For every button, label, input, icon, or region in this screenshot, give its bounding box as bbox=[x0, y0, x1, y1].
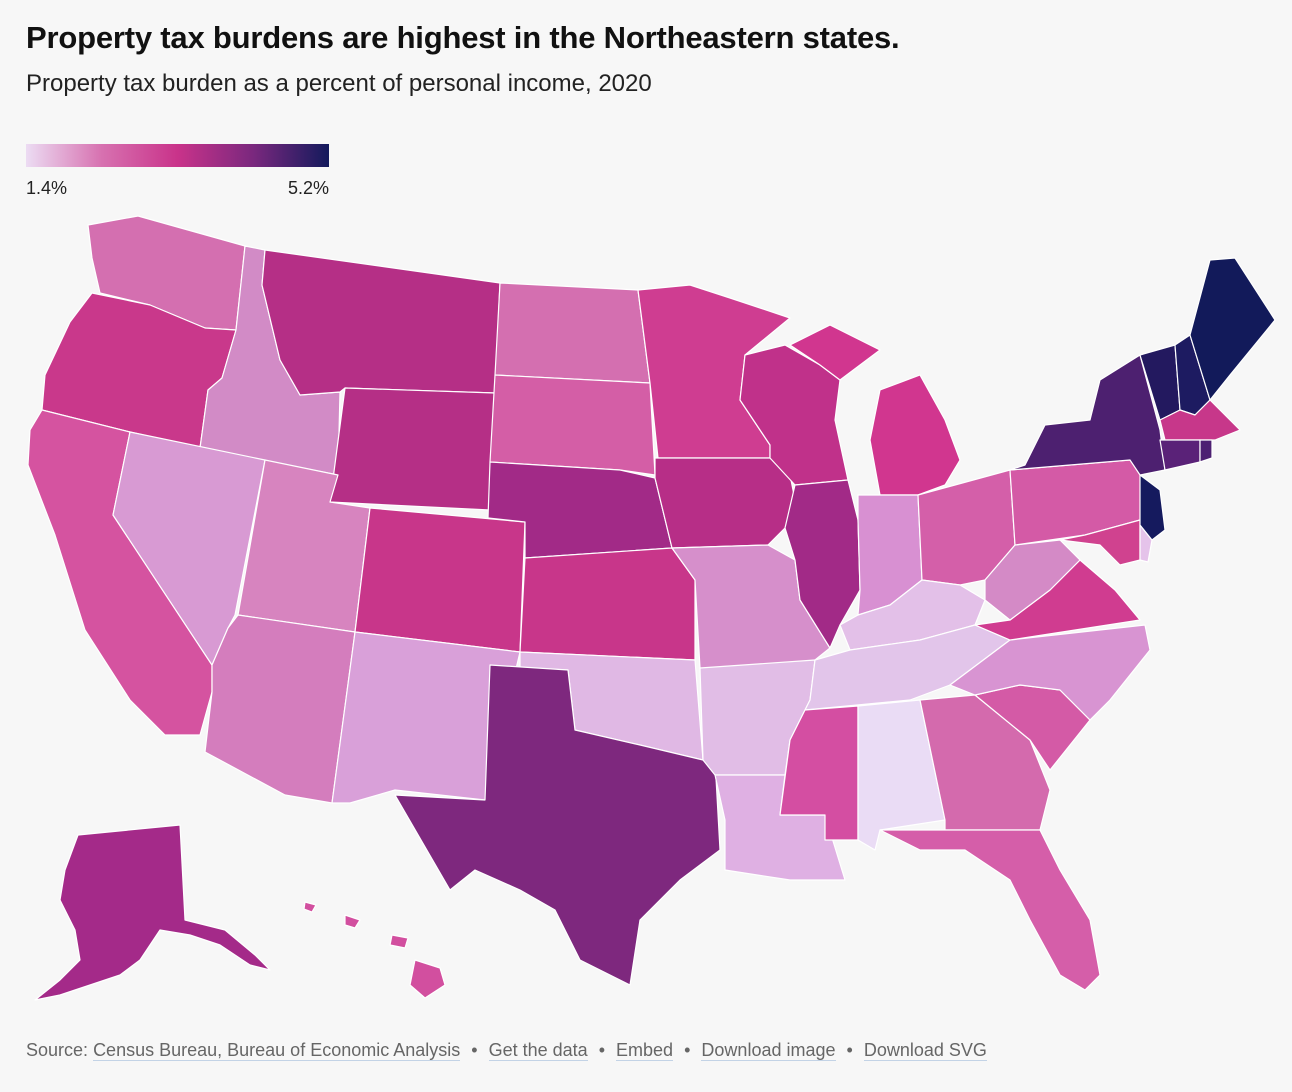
legend-gradient-bar bbox=[26, 144, 329, 167]
chart-title: Property tax burdens are highest in the … bbox=[26, 20, 900, 55]
separator: • bbox=[846, 1040, 853, 1060]
embed-link[interactable]: Embed bbox=[616, 1040, 674, 1061]
download-image-link[interactable]: Download image bbox=[701, 1040, 836, 1061]
legend-max-label: 5.2% bbox=[287, 178, 329, 198]
state-missouri[interactable] bbox=[671, 544, 831, 673]
state-montana[interactable] bbox=[261, 249, 501, 396]
state-new-york[interactable] bbox=[1009, 354, 1166, 476]
state-colorado[interactable] bbox=[354, 507, 526, 653]
separator: • bbox=[684, 1040, 691, 1060]
state-hawaii-big-island[interactable] bbox=[409, 959, 446, 999]
state-arizona[interactable] bbox=[204, 614, 356, 804]
state-michigan-upper[interactable] bbox=[789, 324, 881, 381]
source-link[interactable]: Census Bureau, Bureau of Economic Analys… bbox=[93, 1040, 461, 1061]
state-illinois[interactable] bbox=[784, 479, 861, 649]
state-wyoming[interactable] bbox=[329, 387, 496, 511]
separator: • bbox=[598, 1040, 606, 1060]
state-north-carolina[interactable] bbox=[949, 624, 1151, 721]
get-data-link[interactable]: Get the data bbox=[488, 1040, 588, 1061]
source-footer: Source: Census Bureau, Bureau of Economi… bbox=[26, 1040, 987, 1061]
source-prefix: Source: bbox=[26, 1040, 89, 1060]
state-kansas[interactable] bbox=[519, 547, 696, 661]
color-legend: 1.4% 5.2% bbox=[26, 144, 329, 202]
state-alaska[interactable] bbox=[34, 824, 271, 1001]
state-new-jersey[interactable] bbox=[1139, 474, 1166, 541]
state-florida[interactable] bbox=[879, 829, 1101, 991]
state-connecticut[interactable] bbox=[1159, 439, 1201, 471]
state-hawaii-oahu[interactable] bbox=[344, 914, 361, 929]
separator: • bbox=[471, 1040, 478, 1060]
state-rhode-island[interactable] bbox=[1199, 439, 1213, 463]
state-hawaii-kauai[interactable] bbox=[303, 901, 317, 913]
state-michigan[interactable] bbox=[869, 374, 961, 496]
legend-min-label: 1.4% bbox=[26, 178, 68, 198]
state-north-dakota[interactable] bbox=[494, 282, 651, 384]
state-texas[interactable] bbox=[394, 664, 721, 986]
state-iowa[interactable] bbox=[654, 457, 796, 549]
chart-subtitle: Property tax burden as a percent of pers… bbox=[26, 70, 652, 97]
state-hawaii-maui[interactable] bbox=[389, 934, 409, 949]
state-south-dakota[interactable] bbox=[489, 374, 656, 476]
download-svg-link[interactable]: Download SVG bbox=[863, 1040, 987, 1061]
